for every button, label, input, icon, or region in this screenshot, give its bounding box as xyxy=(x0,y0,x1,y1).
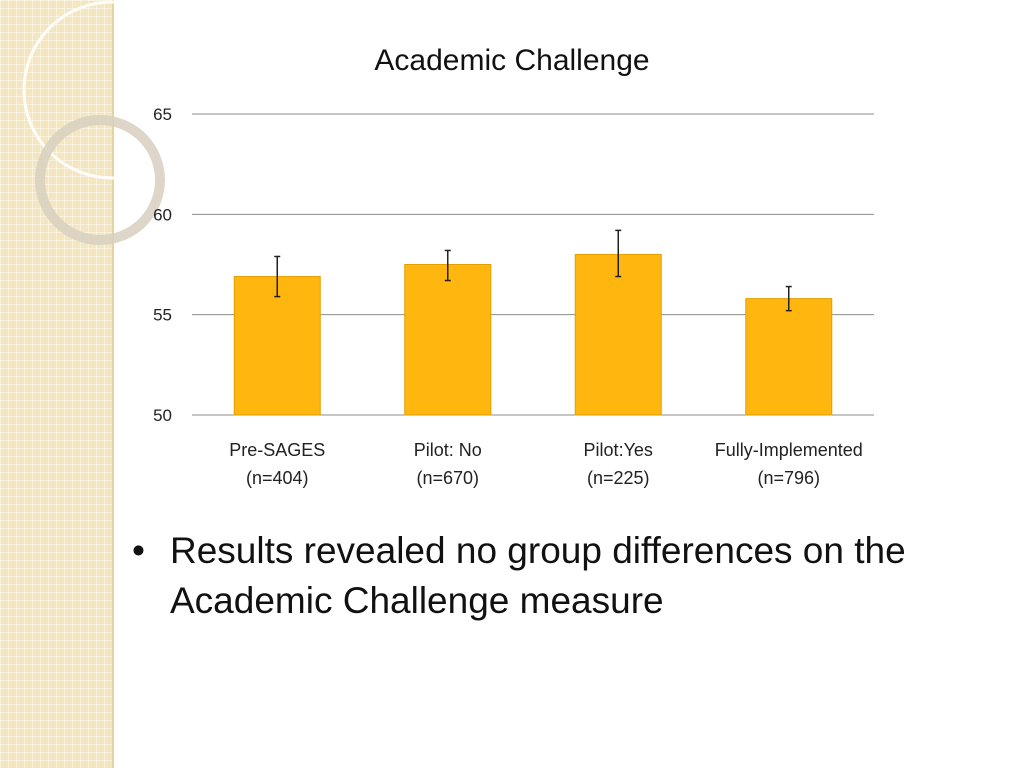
x-category-label: Pilot:Yes xyxy=(584,440,653,460)
y-tick-label: 65 xyxy=(153,105,172,124)
bullet-text: Results revealed no group differences on… xyxy=(170,530,906,621)
bullet-list: • Results revealed no group differences … xyxy=(132,526,1012,626)
bar xyxy=(404,264,492,416)
x-category-label: Fully-Implemented xyxy=(715,440,863,460)
y-tick-label: 50 xyxy=(153,406,172,425)
decorative-side-panel xyxy=(0,0,202,768)
x-category-sublabel: (n=796) xyxy=(757,468,820,488)
y-tick-label: 55 xyxy=(153,306,172,325)
x-category-label: Pilot: No xyxy=(414,440,482,460)
x-category-sublabel: (n=225) xyxy=(587,468,650,488)
bar xyxy=(233,276,321,416)
x-category-sublabel: (n=404) xyxy=(246,468,309,488)
y-tick-label: 60 xyxy=(153,205,172,224)
chart-title: Academic Challenge xyxy=(374,44,650,77)
x-category-sublabel: (n=670) xyxy=(416,468,479,488)
bar xyxy=(745,298,833,416)
bar xyxy=(574,253,662,416)
bullet-marker: • xyxy=(132,530,145,571)
bar-chart: 50 55 60 65 Pre-SAGES (n=404) Pilot: No (n=670)… xyxy=(153,105,874,488)
x-category-label: Pre-SAGES xyxy=(229,440,325,460)
